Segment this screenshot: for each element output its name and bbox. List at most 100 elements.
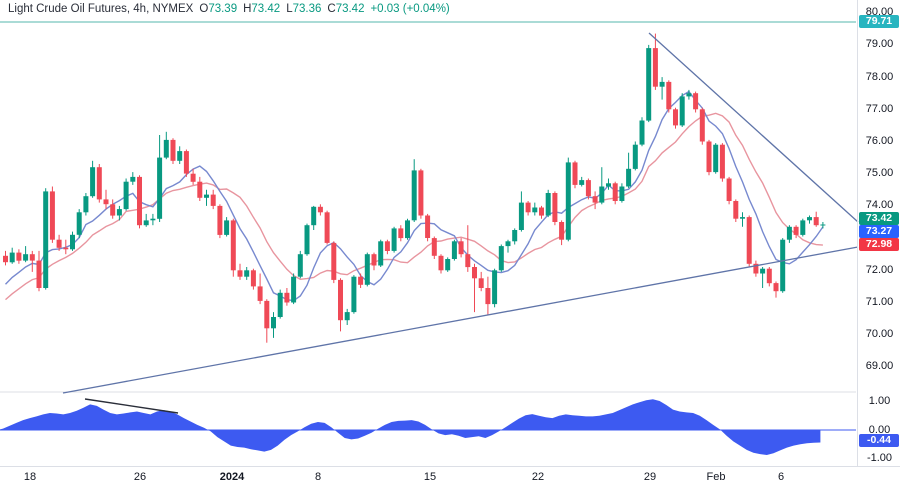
candle-down [485,288,491,305]
ohlc-o-value: 73.39 [208,3,238,15]
candle-down [465,254,471,268]
time-tick-label: 29 [643,471,657,483]
candle-down [250,270,256,287]
candle-up [391,228,397,251]
oscillator-divergence-trendline[interactable] [84,398,179,414]
candle-down [425,215,431,238]
price-tick-label: 74.00 [865,199,894,211]
price-tick-label: 70.00 [865,328,894,340]
time-tick-label: 2024 [219,471,245,483]
candle-up [130,176,136,182]
candle-down [539,207,544,216]
candle-up [90,167,96,197]
price-tick-label: 71.00 [865,296,894,308]
candle-down [237,270,243,277]
candle-up [271,317,276,329]
last-price-label: 73.42 [859,212,899,225]
ascending-trendline[interactable] [62,246,859,394]
candle-down [230,220,236,271]
candle-down [183,151,189,174]
candle-up [311,206,317,226]
symbol-title: Light Crude Oil Futures, 4h, NYMEX [8,3,194,15]
candle-up [297,254,303,277]
chart-surface[interactable] [0,0,900,466]
candle-up [646,48,652,121]
candle-up [579,180,585,185]
alert-price-label[interactable]: 79.71 [859,15,899,28]
candle-down [338,279,343,321]
candle-up [760,268,766,274]
time-tick-label: 6 [777,471,785,483]
ohlc-c-label: C [327,3,336,15]
time-tick-label: 22 [531,471,545,483]
candle-up [163,139,169,158]
candle-down [418,170,424,216]
candle-down [16,252,22,261]
time-axis[interactable]: 18 26 2024 8 15 22 29 Feb 6 [0,466,900,488]
candle-down [331,242,337,280]
candle-up [83,196,89,213]
oscillator-tick-label: -1.00 [866,452,893,464]
ma-slow-price-label: 72.98 [859,238,899,251]
price-tick-label: 79.00 [865,38,894,50]
ma-fast-price-label: 73.27 [859,225,899,238]
candle-up [304,225,310,255]
candle-up [626,168,632,187]
candle-up [820,224,826,226]
candle-down [559,222,565,240]
candle-down [36,260,42,288]
candle-up [740,217,745,219]
candle-down [592,196,598,203]
candle-down [652,48,658,87]
price-axis[interactable]: 79.71 73.42 73.27 72.98 -0.44 80.00 79.00… [857,0,900,466]
candle-down [29,254,35,261]
candle-up [800,220,806,235]
candle-down [257,286,263,301]
candle-up [606,183,611,187]
candle-down [666,81,672,110]
candle-down [49,191,55,240]
candle-down [572,162,578,185]
time-tick-label: 8 [314,471,322,483]
candle-up [512,230,518,242]
candle-down [458,241,464,255]
price-tick-label: 78.00 [865,71,894,83]
candle-down [137,176,142,226]
candle-down [793,226,799,235]
candle-down [3,255,8,263]
candle-down [63,247,69,250]
candle-up [411,170,417,221]
candle-up [659,81,665,87]
chart-legend[interactable]: Light Crude Oil Futures, 4h, NYMEX O73.39… [8,3,450,15]
candle-up [405,220,410,239]
price-tick-label: 76.00 [865,135,894,147]
candlestick-series [3,33,826,343]
candle-down [746,217,752,264]
candle-up [632,144,638,169]
time-tick-label: 18 [23,471,37,483]
price-tick-label: 75.00 [865,167,894,179]
time-tick-label: 15 [423,471,437,483]
candle-up [445,259,451,271]
descending-trendline[interactable] [648,32,859,223]
candle-up [599,186,605,203]
candle-up [43,191,49,288]
candle-up [505,241,511,247]
candle-up [224,220,230,235]
ohlc-l-value: 73.36 [292,3,322,15]
candle-up [150,218,156,221]
candle-up [639,120,645,145]
candle-up [351,276,357,313]
candle-up [204,194,209,198]
ohlc-h-label: H [243,3,252,15]
candle-down [552,193,558,222]
candle-up [177,151,183,161]
candle-down [358,276,364,285]
candle-down [525,202,531,213]
price-tick-label: 80.00 [865,6,894,18]
candle-up [277,292,283,317]
candle-down [210,194,216,206]
candle-down [197,181,203,198]
candle-down [284,292,290,303]
